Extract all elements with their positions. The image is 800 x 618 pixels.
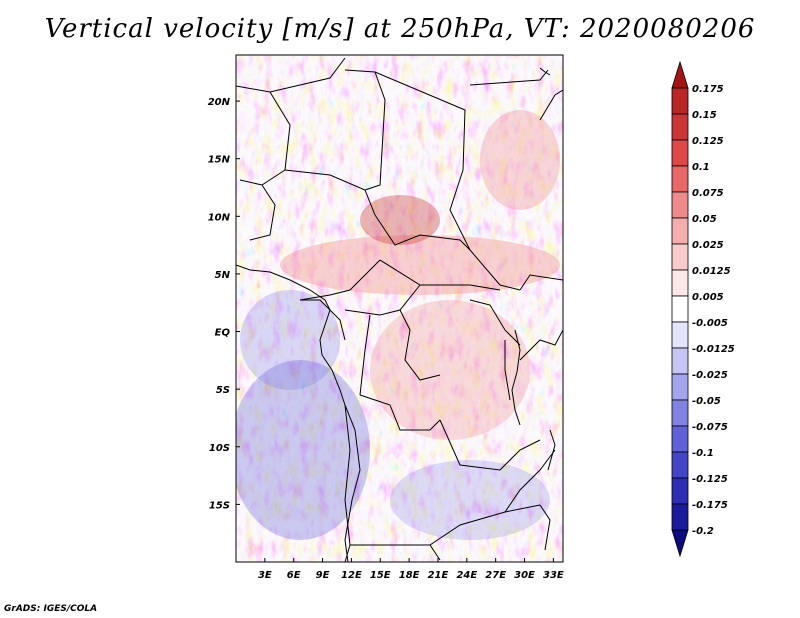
colorbar-label: -0.075 (692, 422, 728, 433)
longitude-label: 30E (514, 570, 535, 581)
colorbar-label: -0.005 (692, 318, 728, 329)
colorbar-box (671, 399, 689, 427)
colorbar-bottom-arrow (671, 529, 689, 558)
longitude-label: 15E (370, 570, 391, 581)
latitude-label: 5S (216, 385, 230, 396)
colorbar-box (671, 243, 689, 271)
colorbar-label: -0.025 (692, 370, 728, 381)
colorbar-box (671, 503, 689, 531)
colorbar-box (671, 217, 689, 245)
latitude-label: 15N (208, 155, 231, 166)
colorbar-box (671, 477, 689, 505)
latitude-labels: 20N 15N 10N 5N EQ 5S 10S 15S (208, 97, 240, 511)
colorbar-label: 0.025 (692, 240, 724, 251)
colorbar-label: -0.175 (692, 500, 728, 511)
longitude-label: 6E (287, 570, 301, 581)
longitude-label: 3E (258, 570, 272, 581)
colorbar-box (671, 295, 689, 323)
colorbar-box (671, 165, 689, 193)
longitude-labels: 3E 6E 9E 12E 15E 18E 21E 24E 27E 30E 33E (258, 558, 564, 581)
longitude-label: 18E (399, 570, 420, 581)
plot-title: Vertical velocity [m/s] at 250hPa, VT: 2… (44, 14, 756, 44)
colorbar-label: 0.125 (692, 136, 724, 147)
colorbar-box (671, 321, 689, 349)
velocity-field (236, 55, 563, 562)
longitude-label: 33E (543, 570, 564, 581)
latitude-label: 10S (209, 443, 230, 454)
colorbar-label: 0.05 (692, 214, 717, 225)
colorbar-label: -0.05 (692, 396, 721, 407)
longitude-label: 21E (428, 570, 449, 581)
colorbar-box (671, 113, 689, 141)
colorbar-box (671, 269, 689, 297)
colorbar-label: 0.15 (692, 110, 717, 121)
colorbar-box (671, 139, 689, 167)
colorbar-box (671, 451, 689, 479)
country-borders (236, 57, 563, 562)
colorbar-box (671, 191, 689, 219)
map-frame (235, 54, 564, 563)
colorbar-label: -0.2 (692, 526, 714, 537)
coastlines (236, 67, 556, 562)
longitude-label: 27E (485, 570, 506, 581)
colorbar-box (671, 87, 689, 115)
colorbar-labels: 0.175 0.15 0.125 0.1 0.075 0.05 0.025 0.0125 0.0… (692, 84, 735, 537)
colorbar-label: -0.1 (692, 448, 714, 459)
latitude-label: 5N (215, 270, 231, 281)
colorbar-label: 0.075 (692, 188, 724, 199)
colorbar-box (671, 425, 689, 453)
colorbar-box (671, 347, 689, 375)
latitude-label: 20N (208, 97, 231, 108)
colorbar-box (671, 373, 689, 401)
colorbar-label: 0.0125 (692, 266, 731, 277)
credit-label: GrADS: IGES/COLA (4, 604, 98, 614)
colorbar-label: -0.0125 (692, 344, 735, 355)
latitude-label: 10N (208, 212, 231, 223)
colorbar-label: -0.125 (692, 474, 728, 485)
colorbar-label: 0.175 (692, 84, 724, 95)
latitude-label: EQ (215, 328, 231, 339)
colorbar-label: 0.005 (692, 292, 724, 303)
colorbar-top-arrow (671, 60, 689, 89)
colorbar-label: 0.1 (692, 162, 710, 173)
longitude-label: 12E (341, 570, 362, 581)
longitude-label: 24E (456, 570, 477, 581)
longitude-label: 9E (316, 570, 330, 581)
colorbar-boxes (671, 60, 689, 558)
latitude-label: 15S (209, 500, 230, 511)
